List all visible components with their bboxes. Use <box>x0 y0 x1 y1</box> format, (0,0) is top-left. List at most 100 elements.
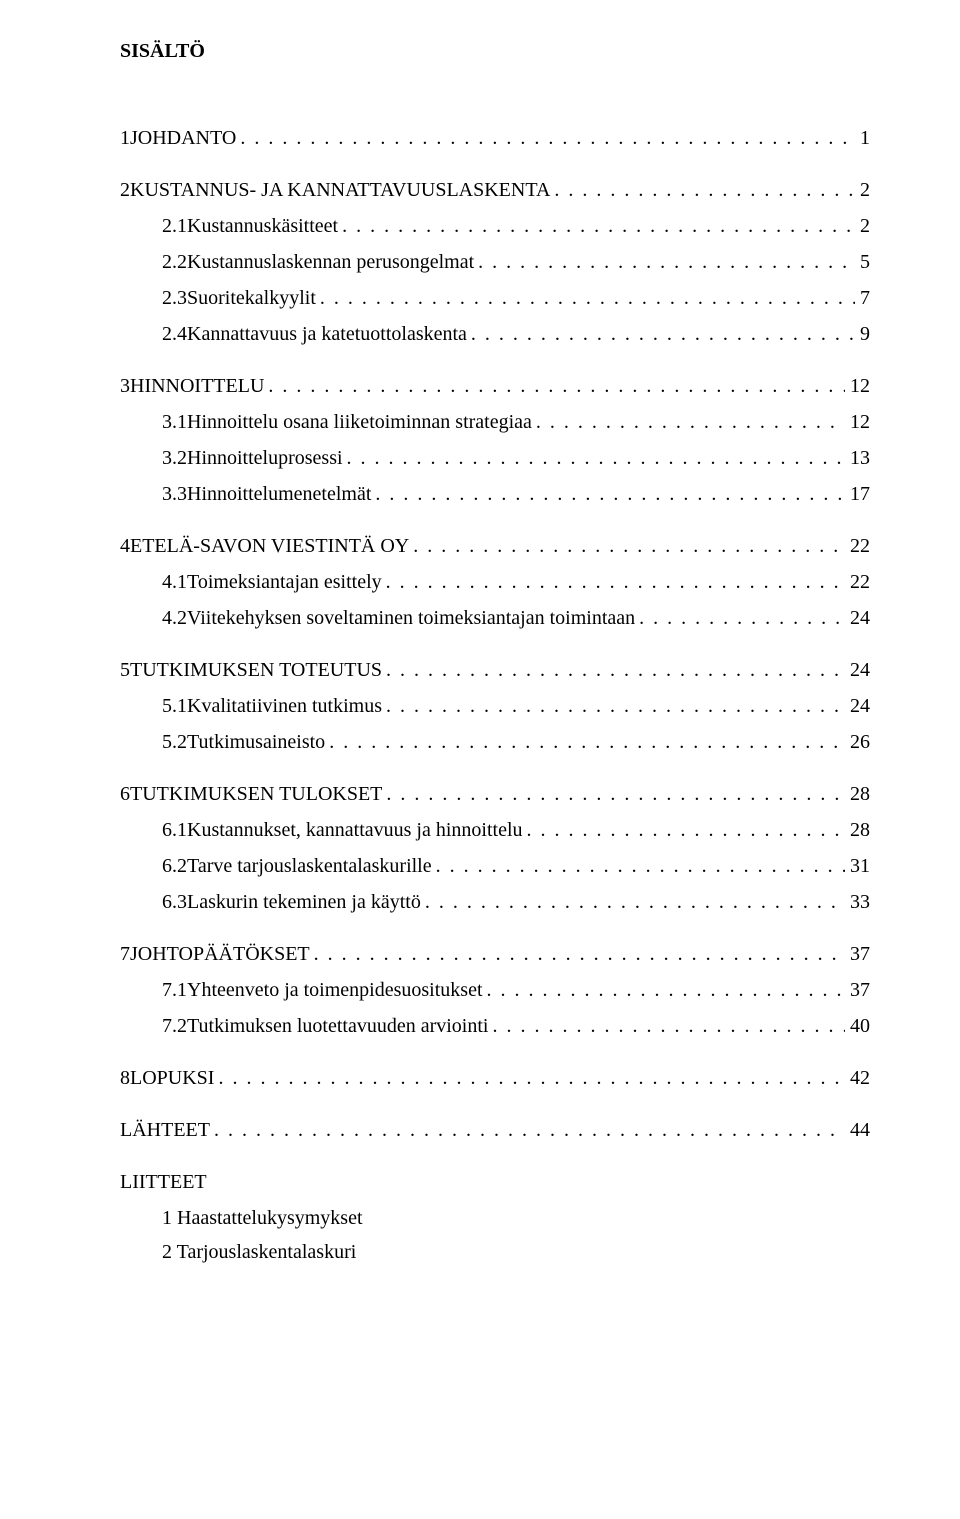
toc-entry: 3.1 Hinnoittelu osana liiketoiminnan str… <box>120 407 870 437</box>
toc-entry-label: Hinnoitteluprosessi <box>187 443 343 473</box>
toc-dot-leader: . . . . . . . . . . . . . . . . . . . . … <box>316 283 855 313</box>
toc-entry: 7.2 Tutkimuksen luotettavuuden arviointi… <box>120 1011 870 1041</box>
toc-dot-leader: . . . . . . . . . . . . . . . . . . . . … <box>264 371 845 401</box>
toc-entry: 7 JOHTOPÄÄTÖKSET. . . . . . . . . . . . … <box>120 939 870 969</box>
toc-dot-leader: . . . . . . . . . . . . . . . . . . . . … <box>325 727 845 757</box>
toc-dot-leader: . . . . . . . . . . . . . . . . . . . . … <box>382 691 845 721</box>
toc-dot-leader: . . . . . . . . . . . . . . . . . . . . … <box>338 211 855 241</box>
toc-entry-page: 31 <box>845 851 870 881</box>
toc-entry-number: 3 <box>120 371 130 401</box>
toc-entry-page: 12 <box>845 407 870 437</box>
toc-dot-leader: . . . . . . . . . . . . . . . . . . . . … <box>371 479 845 509</box>
toc-entry-page: 13 <box>845 443 870 473</box>
toc-dot-leader: . . . . . . . . . . . . . . . . . . . . … <box>550 175 855 205</box>
toc-entry-label: Tutkimuksen luotettavuuden arviointi <box>187 1011 488 1041</box>
toc-entry: 2.3 Suoritekalkyylit. . . . . . . . . . … <box>120 283 870 313</box>
toc-entry-page: 24 <box>845 603 870 633</box>
toc-entry-page: 17 <box>845 479 870 509</box>
toc-entry-label: Viitekehyksen soveltaminen toimeksiantaj… <box>187 603 635 633</box>
toc-entry-number: 4 <box>120 531 130 561</box>
toc-entry-label: Tarve tarjouslaskentalaskurille <box>187 851 432 881</box>
toc-entry-page: 7 <box>855 283 870 313</box>
toc-dot-leader: . . . . . . . . . . . . . . . . . . . . … <box>474 247 855 277</box>
toc-entry-label: Kustannukset, kannattavuus ja hinnoittel… <box>187 815 523 845</box>
toc-entry: 6 TUTKIMUKSEN TULOKSET. . . . . . . . . … <box>120 779 870 809</box>
toc-entry-label: LOPUKSI <box>130 1063 214 1093</box>
toc-entry-number: 5 <box>120 655 130 685</box>
toc-entry-label: HINNOITTELU <box>130 371 264 401</box>
toc-entry-label: Kustannuslaskennan perusongelmat <box>187 247 474 277</box>
toc-entry-label: Kvalitatiivinen tutkimus <box>187 691 382 721</box>
toc-entry: 6.2 Tarve tarjouslaskentalaskurille. . .… <box>120 851 870 881</box>
toc-entry-number: 2 <box>120 175 130 205</box>
toc-dot-leader: . . . . . . . . . . . . . . . . . . . . … <box>310 939 845 969</box>
toc-entry-label: Suoritekalkyylit <box>187 283 316 313</box>
toc-entry: 6.1 Kustannukset, kannattavuus ja hinnoi… <box>120 815 870 845</box>
document-page: SISÄLTÖ 1 JOHDANTO. . . . . . . . . . . … <box>0 0 960 1327</box>
toc-entry-page: 9 <box>855 319 870 349</box>
toc-entry-label: Toimeksiantajan esittely <box>187 567 382 597</box>
toc-entry-page: 5 <box>855 247 870 277</box>
toc-entry-number: 7 <box>120 939 130 969</box>
toc-entry-number: 2.1 <box>162 211 187 241</box>
toc-entry-label: LÄHTEET <box>120 1115 210 1145</box>
toc-entry-label: TUTKIMUKSEN TULOKSET <box>130 779 382 809</box>
toc-entry-number: 2.2 <box>162 247 187 277</box>
toc-entry: 2 KUSTANNUS- JA KANNATTAVUUSLASKENTA. . … <box>120 175 870 205</box>
toc-entry: 2.2 Kustannuslaskennan perusongelmat. . … <box>120 247 870 277</box>
toc-entry: 1 JOHDANTO. . . . . . . . . . . . . . . … <box>120 123 870 153</box>
toc-entry-page: 42 <box>845 1063 870 1093</box>
appendix-line: 2 Tarjouslaskentalaskuri <box>120 1237 870 1267</box>
toc-entry: LÄHTEET. . . . . . . . . . . . . . . . .… <box>120 1115 870 1145</box>
toc-entry-page: 37 <box>845 975 870 1005</box>
toc-entry-page: 24 <box>845 691 870 721</box>
toc-entry: 3.3 Hinnoittelumenetelmät. . . . . . . .… <box>120 479 870 509</box>
toc-entry-page: 1 <box>855 123 870 153</box>
table-of-contents: 1 JOHDANTO. . . . . . . . . . . . . . . … <box>120 123 870 1267</box>
toc-entry-page: 26 <box>845 727 870 757</box>
toc-entry: 5.1 Kvalitatiivinen tutkimus. . . . . . … <box>120 691 870 721</box>
appendix-line: 1 Haastattelukysymykset <box>120 1203 870 1233</box>
toc-entry: 8 LOPUKSI. . . . . . . . . . . . . . . .… <box>120 1063 870 1093</box>
toc-dot-leader: . . . . . . . . . . . . . . . . . . . . … <box>409 531 845 561</box>
toc-entry-number: 2.4 <box>162 319 187 349</box>
toc-entry-label: Tutkimusaineisto <box>187 727 325 757</box>
toc-entry: 6.3 Laskurin tekeminen ja käyttö. . . . … <box>120 887 870 917</box>
toc-dot-leader: . . . . . . . . . . . . . . . . . . . . … <box>382 567 845 597</box>
toc-dot-leader: . . . . . . . . . . . . . . . . . . . . … <box>382 655 845 685</box>
toc-entry-label: Hinnoittelu osana liiketoiminnan strateg… <box>187 407 532 437</box>
toc-entry-number: 3.2 <box>162 443 187 473</box>
toc-entry-number: 5.2 <box>162 727 187 757</box>
toc-entry-page: 2 <box>855 211 870 241</box>
toc-entry: 4.1 Toimeksiantajan esittely. . . . . . … <box>120 567 870 597</box>
toc-entry-label: Kannattavuus ja katetuottolaskenta <box>187 319 467 349</box>
toc-entry: 3.2 Hinnoitteluprosessi. . . . . . . . .… <box>120 443 870 473</box>
toc-dot-leader: . . . . . . . . . . . . . . . . . . . . … <box>214 1063 845 1093</box>
toc-entry: 3 HINNOITTELU. . . . . . . . . . . . . .… <box>120 371 870 401</box>
toc-dot-leader: . . . . . . . . . . . . . . . . . . . . … <box>421 887 845 917</box>
toc-entry-number: 1 <box>120 123 130 153</box>
toc-entry-label: Laskurin tekeminen ja käyttö <box>187 887 421 917</box>
toc-entry: 5 TUTKIMUKSEN TOTEUTUS. . . . . . . . . … <box>120 655 870 685</box>
toc-entry-label: JOHDANTO <box>130 123 236 153</box>
toc-entry-number: 4.1 <box>162 567 187 597</box>
toc-dot-leader: . . . . . . . . . . . . . . . . . . . . … <box>483 975 846 1005</box>
toc-entry-page: 37 <box>845 939 870 969</box>
toc-entry: 7.1 Yhteenveto ja toimenpidesuositukset.… <box>120 975 870 1005</box>
toc-entry: 2.1 Kustannuskäsitteet. . . . . . . . . … <box>120 211 870 241</box>
toc-entry-number: 6.3 <box>162 887 187 917</box>
toc-entry-number: 2.3 <box>162 283 187 313</box>
toc-entry-page: 12 <box>845 371 870 401</box>
toc-dot-leader: . . . . . . . . . . . . . . . . . . . . … <box>467 319 855 349</box>
toc-entry-label: Yhteenveto ja toimenpidesuositukset <box>187 975 483 1005</box>
toc-entry-label: Kustannuskäsitteet <box>187 211 338 241</box>
toc-dot-leader: . . . . . . . . . . . . . . . . . . . . … <box>236 123 855 153</box>
toc-entry-label: Hinnoittelumenetelmät <box>187 479 371 509</box>
toc-entry-page: 33 <box>845 887 870 917</box>
toc-entry-number: 3.1 <box>162 407 187 437</box>
toc-entry-number: 6 <box>120 779 130 809</box>
toc-dot-leader: . . . . . . . . . . . . . . . . . . . . … <box>523 815 846 845</box>
toc-entry-label: KUSTANNUS- JA KANNATTAVUUSLASKENTA <box>130 175 550 205</box>
toc-entry-number: 8 <box>120 1063 130 1093</box>
toc-dot-leader: . . . . . . . . . . . . . . . . . . . . … <box>343 443 845 473</box>
